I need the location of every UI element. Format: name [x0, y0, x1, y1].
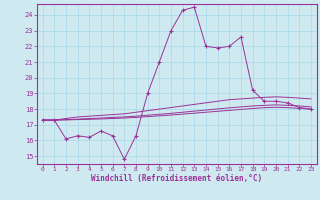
X-axis label: Windchill (Refroidissement éolien,°C): Windchill (Refroidissement éolien,°C) — [91, 174, 262, 183]
